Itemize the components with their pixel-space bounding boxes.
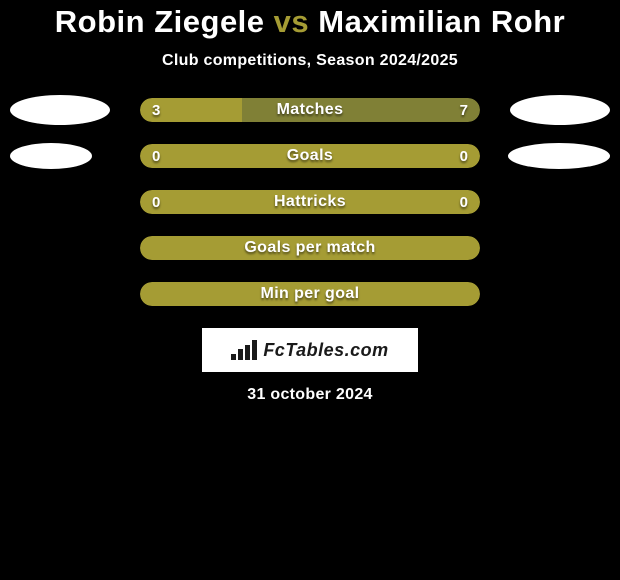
stat-value-left: 0 (152, 144, 160, 168)
stat-row: Matches3 7 (0, 98, 620, 122)
stat-value-right: 7 (460, 98, 468, 122)
stat-value-left: 3 (152, 98, 160, 122)
stat-row: Hattricks0 0 (0, 190, 620, 214)
stat-row: Min per goal (0, 282, 620, 306)
stat-rows: Matches37Goals00Hattricks00Goals per mat… (0, 98, 620, 306)
stat-label: Min per goal (140, 282, 480, 306)
stat-label: Goals (140, 144, 480, 168)
stat-value-right: 0 (460, 144, 468, 168)
comparison-infographic: Robin Ziegele vs Maximilian Rohr Club co… (0, 4, 620, 580)
stat-value-right: 0 (460, 190, 468, 214)
player-avatar-left (10, 143, 92, 169)
player-left-name: Robin Ziegele (55, 4, 265, 39)
page-subtitle: Club competitions, Season 2024/2025 (0, 52, 620, 70)
title-vs: vs (265, 4, 319, 39)
page-title: Robin Ziegele vs Maximilian Rohr (0, 4, 620, 40)
stat-value-left: 0 (152, 190, 160, 214)
stat-bar: Hattricks0 0 (140, 190, 480, 214)
stat-bar: Matches3 7 (140, 98, 480, 122)
stat-bar: Goals0 0 (140, 144, 480, 168)
stat-row: Goals0 0 (0, 144, 620, 168)
stat-bar: Min per goal (140, 282, 480, 306)
player-avatar-left (10, 95, 110, 125)
player-right-name: Maximilian Rohr (318, 4, 565, 39)
player-avatar-right (510, 95, 610, 125)
stat-label: Goals per match (140, 236, 480, 260)
footer-date: 31 october 2024 (0, 386, 620, 404)
player-avatar-right (508, 143, 610, 169)
bars-icon (231, 340, 257, 360)
stat-label: Hattricks (140, 190, 480, 214)
stat-bar: Goals per match (140, 236, 480, 260)
watermark-text: FcTables.com (263, 340, 388, 361)
stat-label: Matches (140, 98, 480, 122)
watermark-badge: FcTables.com (202, 328, 418, 372)
stat-row: Goals per match (0, 236, 620, 260)
